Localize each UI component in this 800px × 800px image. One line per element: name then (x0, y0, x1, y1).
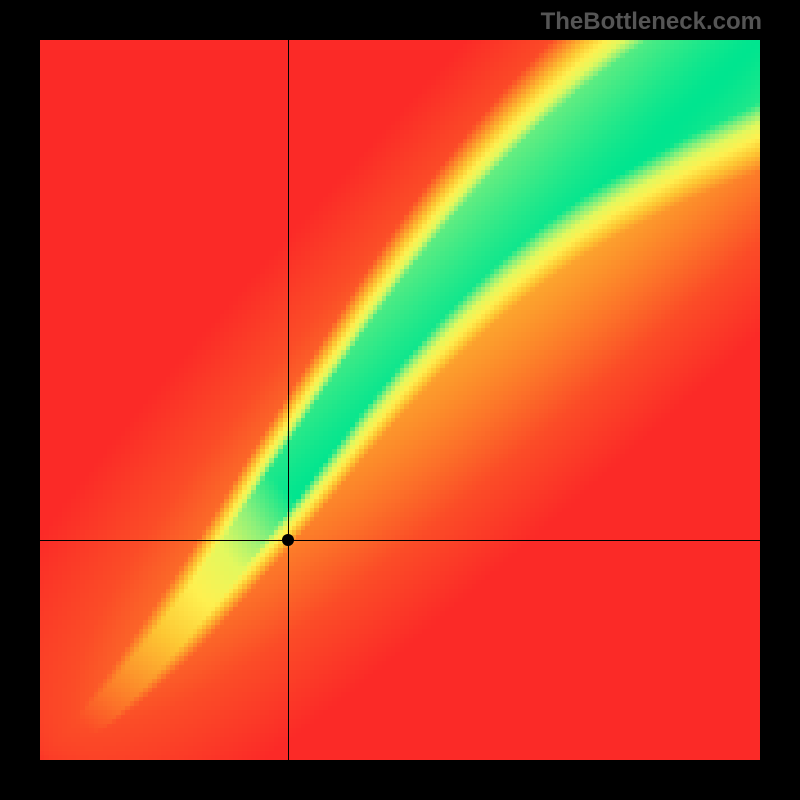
plot-area (40, 40, 760, 760)
crosshair-marker (282, 534, 294, 546)
crosshair-vertical (288, 40, 289, 760)
chart-frame: TheBottleneck.com (0, 0, 800, 800)
crosshair-horizontal (40, 540, 760, 541)
watermark-text: TheBottleneck.com (541, 8, 762, 36)
heatmap-canvas (40, 40, 760, 760)
